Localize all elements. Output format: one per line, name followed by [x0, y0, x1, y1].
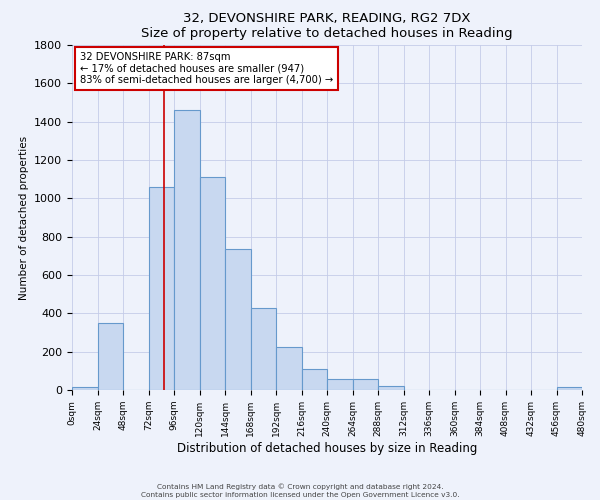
- Text: 32 DEVONSHIRE PARK: 87sqm
← 17% of detached houses are smaller (947)
83% of semi: 32 DEVONSHIRE PARK: 87sqm ← 17% of detac…: [80, 52, 333, 85]
- Bar: [72, 387, 97, 390]
- Title: 32, DEVONSHIRE PARK, READING, RG2 7DX
Size of property relative to detached hous: 32, DEVONSHIRE PARK, READING, RG2 7DX Si…: [141, 12, 513, 40]
- Bar: [199, 178, 225, 390]
- X-axis label: Distribution of detached houses by size in Reading: Distribution of detached houses by size …: [177, 442, 477, 454]
- Bar: [353, 380, 378, 390]
- Bar: [97, 323, 123, 390]
- Bar: [174, 110, 199, 390]
- Bar: [378, 386, 404, 390]
- Bar: [225, 249, 251, 390]
- Y-axis label: Number of detached properties: Number of detached properties: [19, 136, 29, 300]
- Bar: [251, 308, 276, 390]
- Bar: [149, 187, 174, 390]
- Bar: [276, 347, 302, 390]
- Text: Contains HM Land Registry data © Crown copyright and database right 2024.
Contai: Contains HM Land Registry data © Crown c…: [140, 484, 460, 498]
- Bar: [302, 369, 327, 390]
- Bar: [557, 387, 582, 390]
- Bar: [327, 380, 353, 390]
